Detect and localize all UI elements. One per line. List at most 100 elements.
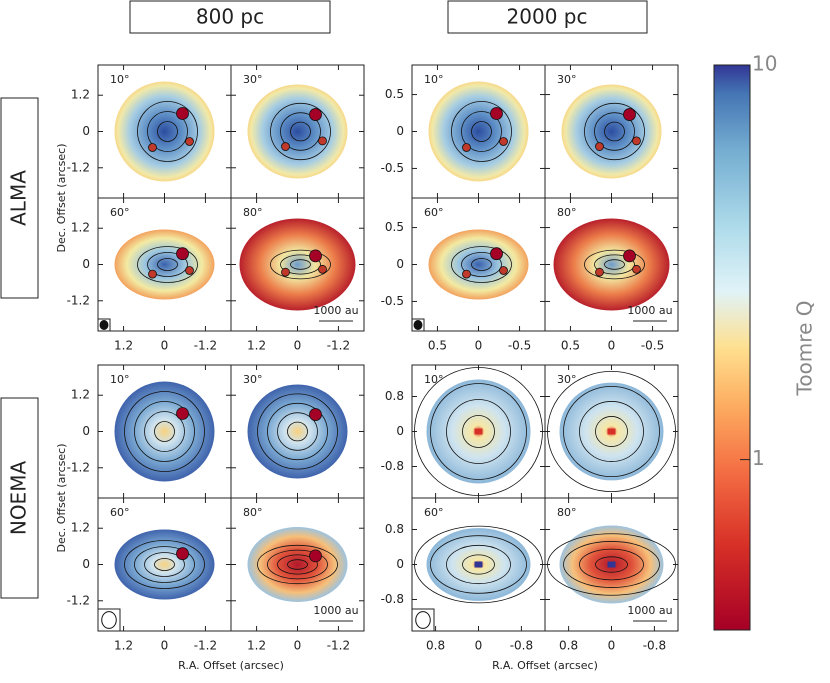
map: [114, 529, 215, 600]
clump: [281, 267, 290, 277]
contour: [461, 111, 502, 152]
clump: [281, 142, 290, 151]
panel-label: 10°: [424, 373, 444, 386]
y-tick-label: -1.2: [67, 460, 90, 474]
clump: [176, 547, 189, 561]
center-pixel: [474, 561, 483, 568]
panel-label: 30°: [243, 73, 263, 86]
beam: [99, 319, 109, 331]
clump: [185, 266, 194, 275]
x-tick-label: 0: [475, 339, 483, 353]
panel-label: 60°: [110, 206, 130, 219]
contour: [563, 385, 660, 478]
x-tick-label: -0.5: [641, 339, 664, 353]
contour: [604, 259, 625, 270]
center-pixel: [474, 428, 483, 435]
x-tick-label: -1.2: [194, 339, 217, 353]
x-tick-label: -1.2: [194, 639, 217, 653]
contour: [134, 546, 195, 583]
scale-bar-label: 1000 au: [627, 604, 672, 617]
contour: [137, 101, 198, 162]
center-pixel: [607, 428, 616, 435]
map: [239, 218, 356, 311]
clump: [499, 137, 508, 146]
clump: [623, 108, 636, 121]
row-box: [0, 397, 39, 599]
x-tick-label: 0.8: [426, 639, 445, 653]
clump: [176, 247, 189, 261]
y-tick-label: -0.8: [381, 592, 404, 606]
map: [428, 229, 529, 300]
contour: [584, 102, 645, 161]
clump: [632, 264, 641, 274]
y-tick-label: 0: [82, 257, 90, 271]
map: [428, 81, 529, 182]
panel-label: 80°: [557, 506, 577, 519]
panel-label: 30°: [557, 73, 577, 86]
clump: [318, 264, 327, 274]
map: [414, 525, 543, 604]
y-tick-label: -0.8: [381, 459, 404, 473]
x-tick-label: -1.2: [327, 339, 350, 353]
clump: [148, 143, 157, 152]
x-tick-label: 0: [161, 639, 169, 653]
y-tick-label: -0.5: [381, 161, 404, 175]
disk: [561, 84, 662, 179]
beam: [413, 319, 423, 331]
clump: [632, 136, 641, 146]
x-tick-label: -0.8: [510, 639, 533, 653]
x-tick-label: 0: [475, 639, 483, 653]
contour: [471, 258, 492, 271]
clump: [185, 137, 194, 146]
x-tick-label: 0: [608, 639, 616, 653]
contour: [471, 121, 492, 142]
panel-label: 80°: [557, 206, 577, 219]
disk: [247, 384, 348, 479]
panel-label: 60°: [110, 506, 130, 519]
contour: [137, 246, 198, 283]
column-box: [129, 0, 331, 34]
clump: [309, 408, 322, 421]
clump: [148, 269, 157, 279]
row-title: ALMA: [7, 170, 31, 226]
y-tick-label: 0.8: [385, 522, 404, 536]
contour: [157, 258, 178, 271]
contour: [280, 254, 321, 275]
y-tick-label: 1.2: [71, 88, 90, 102]
x-tick-label: 0: [294, 339, 302, 353]
clump: [490, 247, 503, 261]
map: [247, 527, 348, 602]
contour: [584, 249, 645, 280]
y-tick-label: -1.2: [67, 160, 90, 174]
contour: [267, 549, 328, 580]
clump: [462, 269, 471, 279]
panel-label: 30°: [243, 373, 263, 386]
map: [547, 370, 676, 493]
panel-label: 60°: [424, 206, 444, 219]
map: [247, 384, 348, 479]
clump: [462, 143, 471, 152]
contour: [154, 558, 175, 571]
contour: [461, 252, 502, 277]
scale-bar-label: 1000 au: [313, 304, 358, 317]
map: [114, 381, 215, 482]
contour: [579, 401, 644, 462]
x-tick-label: 0: [161, 339, 169, 353]
clump: [318, 136, 327, 146]
contour: [267, 402, 328, 461]
x-tick-label: 1.2: [247, 339, 266, 353]
y-tick-label: -1.2: [67, 593, 90, 607]
y-tick-label: 0: [396, 424, 404, 438]
y-tick-label: 1.2: [71, 221, 90, 235]
y-tick-label: 0: [396, 124, 404, 138]
map: [114, 229, 215, 300]
y-tick-label: 0.5: [385, 87, 404, 101]
scale-bar-label: 1000 au: [313, 604, 358, 617]
x-axis-label: R.A. Offset (arcsec): [492, 659, 598, 672]
disk: [428, 229, 529, 300]
y-tick-label: 0.5: [385, 220, 404, 234]
disk: [114, 229, 215, 300]
contour: [595, 416, 628, 447]
contour: [144, 411, 185, 452]
